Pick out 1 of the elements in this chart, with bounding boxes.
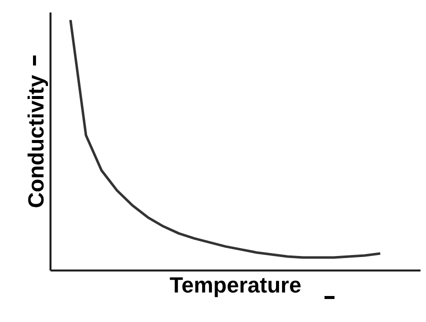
x-axis-title: Temperature [170,272,302,298]
